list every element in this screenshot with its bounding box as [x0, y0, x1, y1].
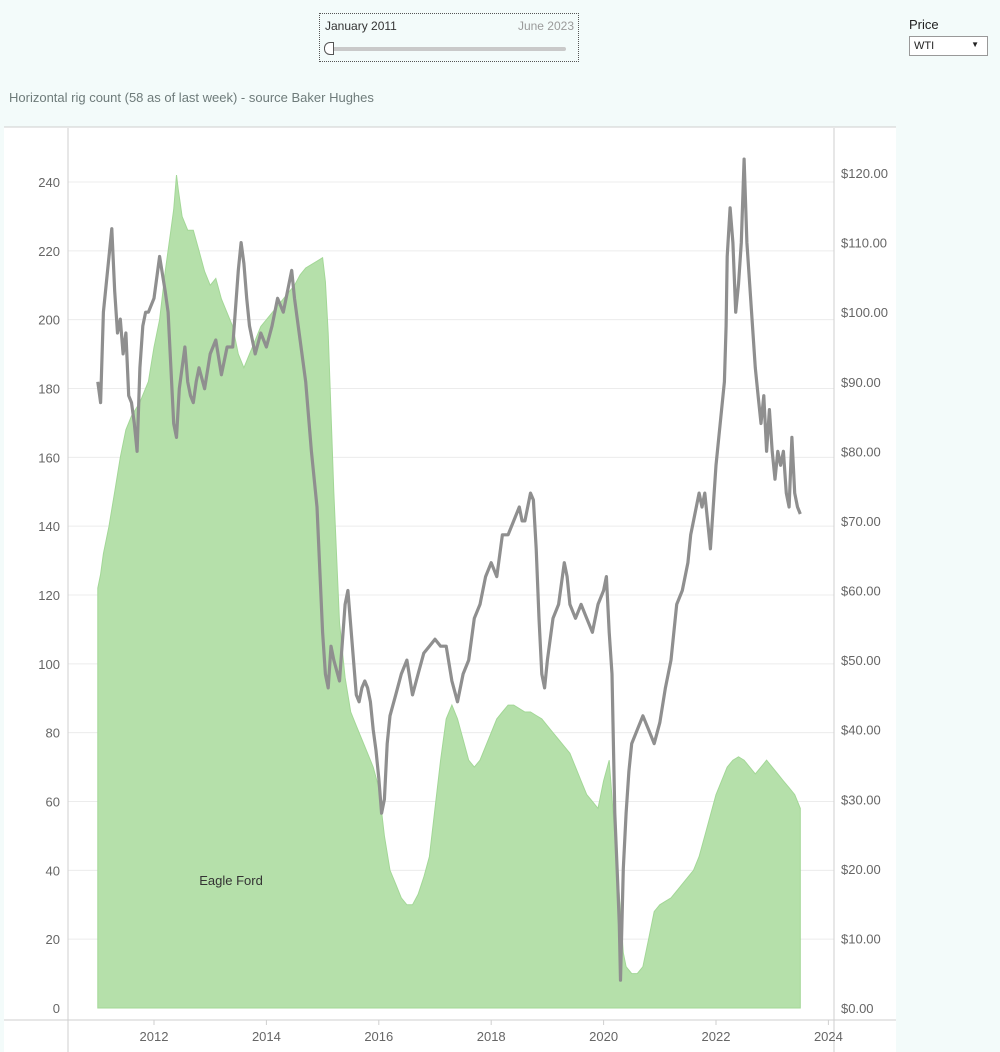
range-end-label: June 2023: [517, 19, 574, 33]
y-tick-label-right: $40.00: [841, 723, 881, 738]
range-slider-track[interactable]: [330, 47, 566, 51]
x-tick-label: 2012: [140, 1029, 169, 1044]
y-tick-label-left: 120: [38, 588, 60, 603]
y-tick-label-right: $110.00: [841, 236, 887, 251]
price-filter-label: Price: [909, 17, 939, 32]
y-tick-label-right: $60.00: [841, 584, 881, 599]
y-tick-label-right: $120.00: [841, 166, 888, 181]
y-tick-label-right: $70.00: [841, 514, 881, 529]
x-tick-label: 2024: [814, 1029, 843, 1044]
y-tick-label-left: 160: [38, 450, 60, 465]
y-tick-label-left: 180: [38, 382, 60, 397]
date-range-filter[interactable]: January 2011 June 2023: [319, 13, 579, 62]
y-tick-label-left: 0: [53, 1001, 60, 1016]
range-slider-handle[interactable]: [324, 42, 334, 55]
chart-title: Horizontal rig count (58 as of last week…: [9, 90, 374, 105]
y-tick-label-right: $80.00: [841, 444, 881, 459]
y-tick-label-right: $10.00: [841, 931, 881, 946]
y-tick-label-left: 80: [46, 726, 60, 741]
price-dropdown-value: WTI: [914, 40, 935, 52]
x-tick-label: 2020: [589, 1029, 618, 1044]
x-tick-label: 2016: [364, 1029, 393, 1044]
x-tick-label: 2018: [477, 1029, 506, 1044]
y-tick-label-left: 20: [46, 932, 60, 947]
y-tick-label-left: 220: [38, 244, 60, 259]
y-tick-label-left: 240: [38, 175, 60, 190]
wti-price-line: [96, 157, 802, 982]
y-tick-label-left: 40: [46, 863, 60, 878]
x-tick-label: 2022: [702, 1029, 731, 1044]
y-tick-label-left: 60: [46, 795, 60, 810]
y-tick-label-right: $50.00: [841, 653, 881, 668]
y-tick-label-left: 100: [38, 657, 60, 672]
rig-count-area: [97, 175, 801, 1009]
eagle-ford-label: Eagle Ford: [199, 873, 263, 888]
chevron-down-icon: ▼: [971, 40, 979, 49]
y-tick-label-right: $20.00: [841, 862, 881, 877]
price-dropdown[interactable]: WTI ▼: [909, 36, 988, 56]
y-tick-label-left: 200: [38, 313, 60, 328]
range-start-label: January 2011: [325, 19, 397, 33]
y-tick-label-right: $100.00: [841, 305, 888, 320]
x-tick-label: 2014: [252, 1029, 281, 1044]
y-tick-label-right: $0.00: [841, 1001, 874, 1016]
y-tick-label-left: 140: [38, 519, 60, 534]
y-tick-label-right: $30.00: [841, 792, 881, 807]
y-tick-label-right: $90.00: [841, 375, 881, 390]
